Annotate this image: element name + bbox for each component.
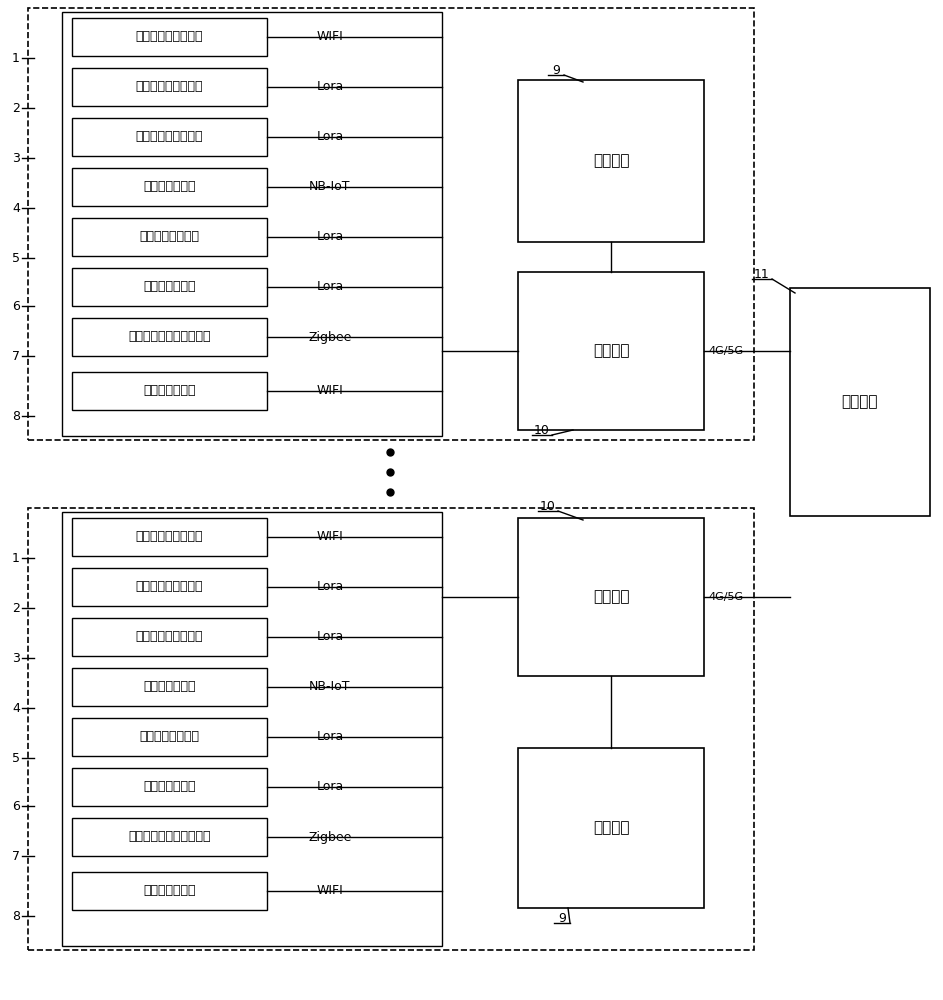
Text: WIFI: WIFI — [317, 530, 343, 544]
Text: 10: 10 — [534, 424, 550, 436]
Text: 有害气体监测传感器: 有害气体监测传感器 — [136, 631, 204, 644]
Text: 主控中心: 主控中心 — [842, 394, 878, 410]
Text: 监测主机: 监测主机 — [593, 589, 629, 604]
Text: 9: 9 — [552, 64, 560, 77]
Text: 4: 4 — [12, 702, 20, 714]
Text: 温湿度监测传感器: 温湿度监测传感器 — [140, 730, 200, 744]
Text: WIFI: WIFI — [317, 884, 343, 898]
Text: 5: 5 — [12, 251, 20, 264]
Bar — [72, 768, 267, 806]
Bar — [72, 268, 267, 306]
Bar — [62, 12, 442, 436]
Text: Lora: Lora — [316, 730, 343, 744]
Text: 3: 3 — [12, 652, 20, 664]
Bar — [72, 318, 267, 356]
Text: 8: 8 — [12, 410, 20, 422]
Text: 局部放电监测传感器: 局部放电监测传感器 — [136, 530, 204, 544]
Text: 有害气体监测传感器: 有害气体监测传感器 — [136, 130, 204, 143]
Text: Lora: Lora — [316, 780, 343, 794]
Text: 7: 7 — [12, 350, 20, 362]
Bar — [72, 118, 267, 156]
Text: 4G/5G: 4G/5G — [708, 592, 743, 602]
Text: 8: 8 — [12, 910, 20, 922]
Text: 6: 6 — [12, 800, 20, 812]
Text: NB-IoT: NB-IoT — [309, 180, 351, 194]
Bar — [72, 68, 267, 106]
Text: 3: 3 — [12, 151, 20, 164]
Text: 井盖监测传感器: 井盖监测传感器 — [143, 180, 196, 194]
Bar — [72, 168, 267, 206]
Bar — [72, 518, 267, 556]
Bar — [28, 508, 754, 950]
Bar — [62, 512, 442, 946]
Text: 7: 7 — [12, 850, 20, 862]
Text: 井盖监测传感器: 井盖监测传感器 — [143, 680, 196, 694]
Bar — [72, 372, 267, 410]
Text: 灭火装置: 灭火装置 — [593, 153, 629, 168]
Text: 烟雾监测传感器: 烟雾监测传感器 — [143, 780, 196, 794]
Bar — [28, 8, 754, 440]
Text: 可燃气体监测传感器: 可燃气体监测传感器 — [136, 81, 204, 94]
Text: Lora: Lora — [316, 231, 343, 243]
Text: Zigbee: Zigbee — [308, 830, 352, 844]
Text: Lora: Lora — [316, 280, 343, 294]
Text: 9: 9 — [558, 912, 566, 924]
Text: NB-IoT: NB-IoT — [309, 680, 351, 694]
Text: WIFI: WIFI — [317, 30, 343, 43]
Bar — [72, 618, 267, 656]
Text: WIFI: WIFI — [317, 384, 343, 397]
Bar — [518, 272, 704, 430]
Bar — [72, 872, 267, 910]
Text: 视频监测传感器: 视频监测传感器 — [143, 384, 196, 397]
Text: Lora: Lora — [316, 81, 343, 94]
Text: 1: 1 — [12, 51, 20, 64]
Text: 4: 4 — [12, 202, 20, 215]
Bar — [72, 668, 267, 706]
Text: 灭火装置: 灭火装置 — [593, 820, 629, 836]
Text: 视频监测传感器: 视频监测传感器 — [143, 884, 196, 898]
Bar — [72, 18, 267, 56]
Text: 2: 2 — [12, 601, 20, 614]
Bar — [72, 718, 267, 756]
Text: Lora: Lora — [316, 631, 343, 644]
Bar — [790, 288, 930, 516]
Text: 局部放电监测传感器: 局部放电监测传感器 — [136, 30, 204, 43]
Text: Zigbee: Zigbee — [308, 330, 352, 344]
Text: 烟雾监测传感器: 烟雾监测传感器 — [143, 280, 196, 294]
Text: 监测主机: 监测主机 — [593, 344, 629, 359]
Bar — [518, 748, 704, 908]
Bar — [72, 218, 267, 256]
Text: 5: 5 — [12, 752, 20, 764]
Text: 电缆本体温度监测传感器: 电缆本体温度监测传感器 — [128, 830, 210, 844]
Bar — [518, 518, 704, 676]
Text: 11: 11 — [754, 267, 769, 280]
Text: 10: 10 — [540, 499, 556, 512]
Text: 2: 2 — [12, 102, 20, 114]
Bar — [72, 818, 267, 856]
Text: 可燃气体监测传感器: 可燃气体监测传感器 — [136, 580, 204, 593]
Text: 1: 1 — [12, 552, 20, 564]
Text: 6: 6 — [12, 300, 20, 312]
Text: 电缆本体温度监测传感器: 电缆本体温度监测传感器 — [128, 330, 210, 344]
Text: 温湿度监测传感器: 温湿度监测传感器 — [140, 231, 200, 243]
Text: 4G/5G: 4G/5G — [708, 346, 743, 356]
Text: Lora: Lora — [316, 580, 343, 593]
Bar — [72, 568, 267, 606]
Text: Lora: Lora — [316, 130, 343, 143]
Bar — [518, 80, 704, 242]
